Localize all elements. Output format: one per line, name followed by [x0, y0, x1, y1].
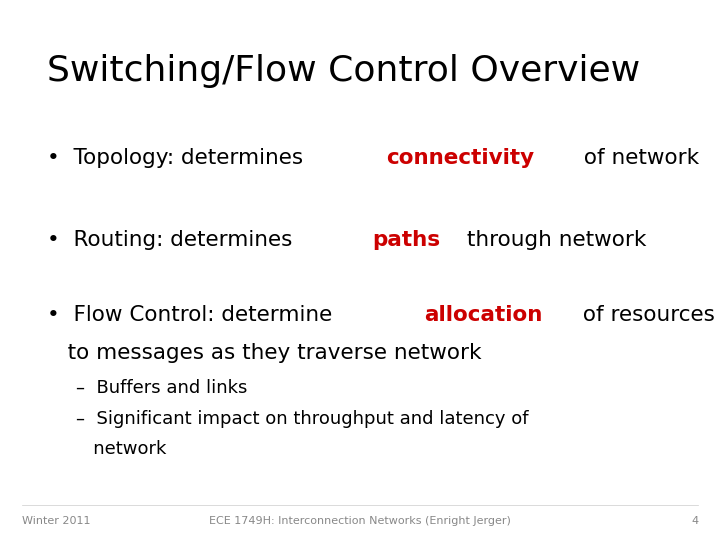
Text: Switching/Flow Control Overview: Switching/Flow Control Overview — [47, 54, 640, 88]
Text: paths: paths — [372, 230, 441, 249]
Text: to messages as they traverse network: to messages as they traverse network — [47, 343, 481, 363]
Text: –  Significant impact on throughput and latency of: – Significant impact on throughput and l… — [76, 410, 528, 428]
Text: 4: 4 — [691, 516, 698, 526]
Text: ECE 1749H: Interconnection Networks (Enright Jerger): ECE 1749H: Interconnection Networks (Enr… — [209, 516, 511, 526]
Text: of network: of network — [577, 148, 699, 168]
Text: Winter 2011: Winter 2011 — [22, 516, 90, 526]
Text: of resources: of resources — [577, 305, 716, 325]
Text: network: network — [76, 440, 166, 458]
Text: •  Routing: determines: • Routing: determines — [47, 230, 299, 249]
Text: through network: through network — [460, 230, 647, 249]
Text: –  Buffers and links: – Buffers and links — [76, 379, 247, 397]
Text: •  Flow Control: determine: • Flow Control: determine — [47, 305, 339, 325]
Text: allocation: allocation — [424, 305, 542, 325]
Text: connectivity: connectivity — [386, 148, 534, 168]
Text: •  Topology: determines: • Topology: determines — [47, 148, 310, 168]
